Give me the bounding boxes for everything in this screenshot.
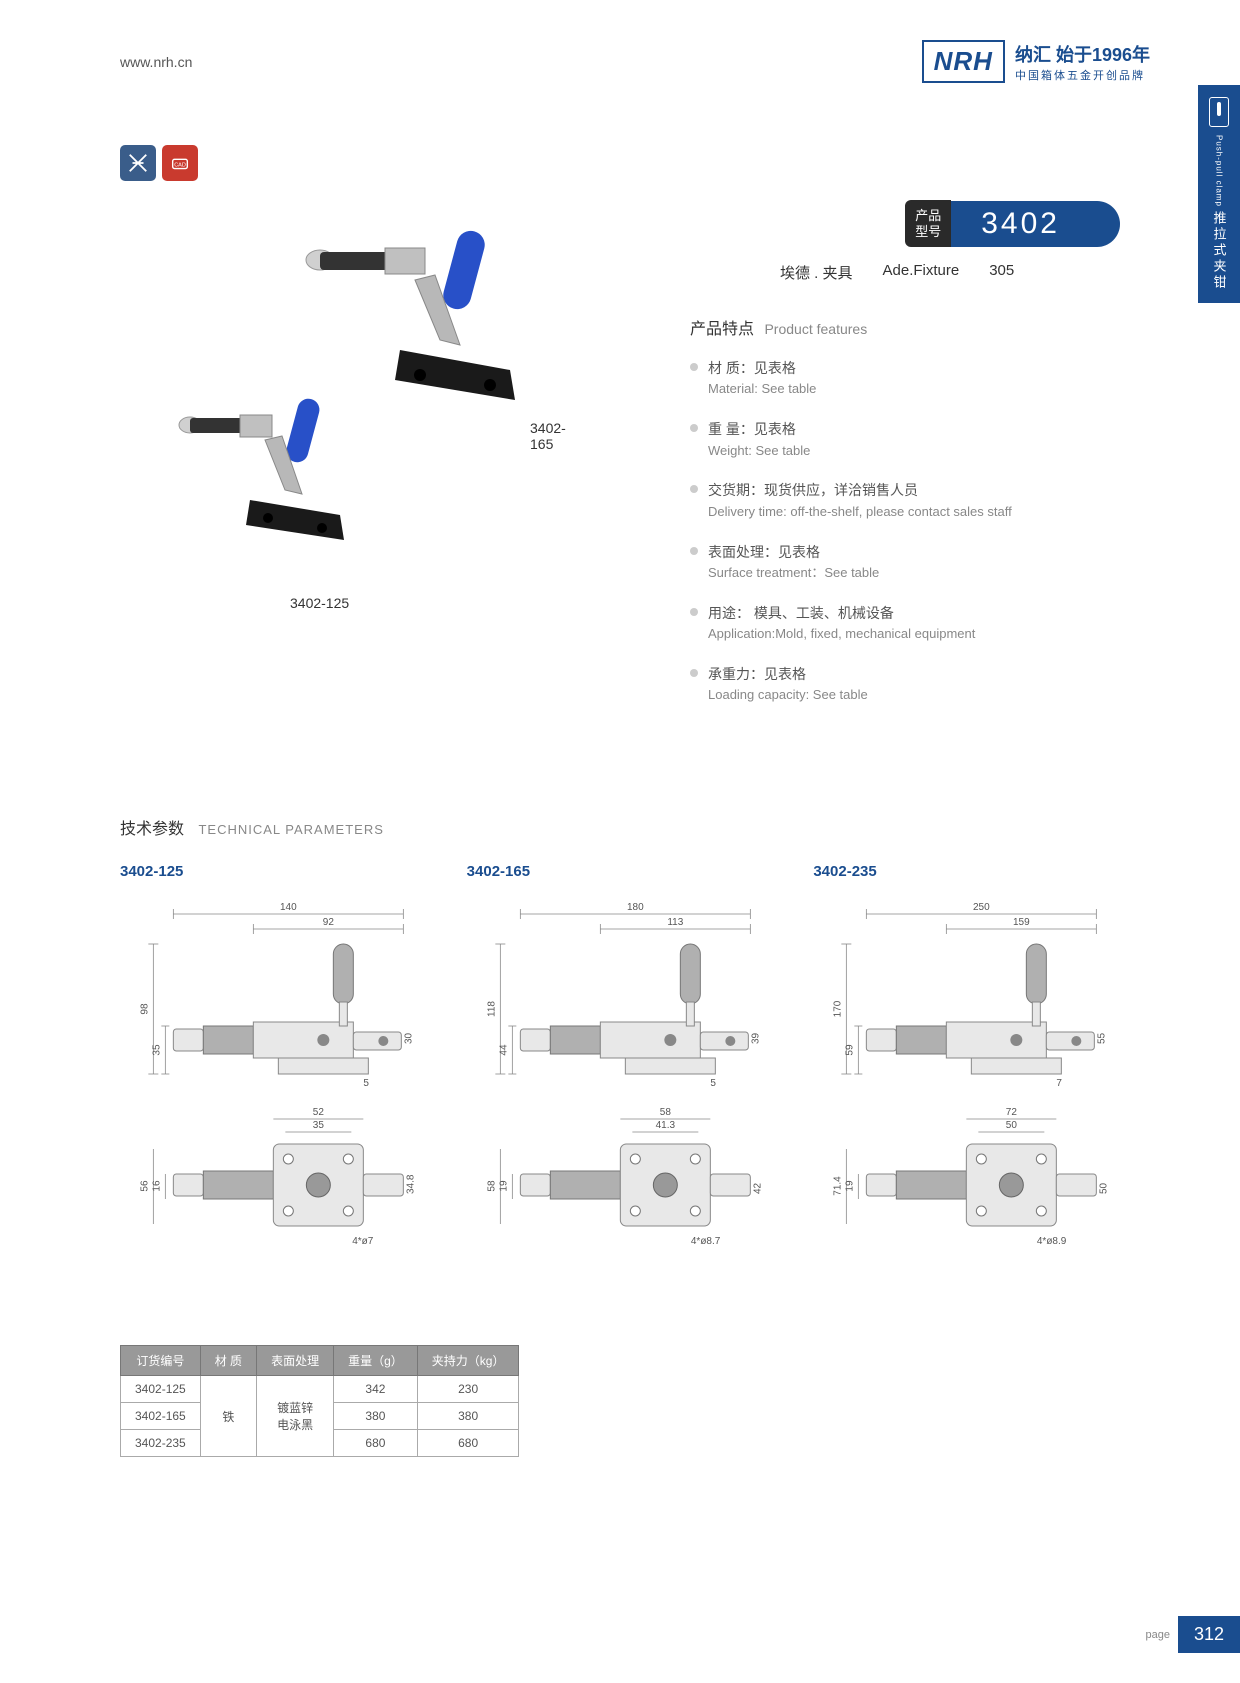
technical-drawing: 180 113 118 44 39 5 58 41.3 58	[467, 894, 774, 1294]
svg-text:98: 98	[139, 1003, 150, 1015]
page-number: page 312	[1145, 1616, 1240, 1653]
svg-text:19: 19	[845, 1180, 856, 1192]
model-sub-cn: 埃德 . 夹具	[780, 262, 853, 283]
category-en: Push-pull clamp	[1215, 135, 1224, 207]
spec-table: 订货编号材 质表面处理重量（g）夹持力（kg） 3402-125铁镀蓝锌电泳黑3…	[120, 1345, 519, 1457]
feature-item: 材 质：见表格Material: See table	[690, 357, 1130, 400]
svg-text:140: 140	[280, 902, 297, 913]
logo-text: 纳汇 始于1996年 中国箱体五金开创品牌	[1015, 41, 1150, 83]
tech-model-name: 3402-235	[813, 863, 1120, 880]
svg-text:71.4: 71.4	[833, 1176, 844, 1196]
svg-text:4*ø8.9: 4*ø8.9	[1037, 1236, 1067, 1247]
model-sub-num: 305	[989, 262, 1014, 283]
svg-text:56: 56	[139, 1180, 150, 1192]
svg-text:39: 39	[750, 1032, 761, 1044]
category-side-tab: Push-pull clamp 推拉式夹钳	[1198, 85, 1240, 303]
feature-item: 用途： 模具、工装、机械设备Application:Mold, fixed, m…	[690, 602, 1130, 645]
svg-text:5: 5	[363, 1078, 369, 1089]
logo-mark: NRH	[922, 40, 1005, 83]
svg-text:52: 52	[313, 1107, 325, 1118]
tech-model-name: 3402-165	[467, 863, 774, 880]
svg-text:55: 55	[1097, 1032, 1108, 1044]
svg-text:58: 58	[659, 1107, 671, 1118]
product-label-125: 3402-125	[290, 595, 349, 611]
svg-text:CAD: CAD	[174, 163, 186, 169]
svg-text:44: 44	[498, 1044, 509, 1056]
svg-text:5: 5	[710, 1078, 716, 1089]
tools-icon[interactable]	[120, 145, 156, 181]
model-subtitle: 埃德 . 夹具 Ade.Fixture 305	[780, 262, 1120, 283]
tech-model-column: 3402-125 140 92 98 35 30 5	[120, 863, 427, 1299]
product-label-165: 3402-165	[530, 420, 570, 452]
svg-text:35: 35	[151, 1044, 162, 1056]
svg-text:180: 180	[627, 902, 644, 913]
svg-text:50: 50	[1099, 1182, 1110, 1194]
technical-drawing: 140 92 98 35 30 5 52 35 56	[120, 894, 427, 1294]
svg-text:92: 92	[323, 917, 335, 928]
svg-text:250: 250	[973, 902, 990, 913]
tech-model-name: 3402-125	[120, 863, 427, 880]
model-label: 产品 型号	[905, 200, 951, 247]
svg-text:159: 159	[1013, 917, 1030, 928]
svg-text:41.3: 41.3	[655, 1120, 675, 1131]
product-image-125	[150, 370, 370, 570]
model-sub-en: Ade.Fixture	[883, 262, 960, 283]
svg-text:7: 7	[1057, 1078, 1063, 1089]
model-header: 产品 型号 3402	[905, 200, 1120, 247]
cad-icon[interactable]: CAD	[162, 145, 198, 181]
product-features: 产品特点 Product features 材 质：见表格Material: S…	[690, 315, 1130, 724]
svg-text:16: 16	[151, 1180, 162, 1192]
feature-item: 重 量：见表格Weight: See table	[690, 418, 1130, 461]
features-title: 产品特点 Product features	[690, 315, 1130, 339]
svg-text:4*ø7: 4*ø7	[352, 1236, 374, 1247]
svg-text:19: 19	[498, 1180, 509, 1192]
svg-text:34.8: 34.8	[405, 1174, 416, 1194]
tech-model-column: 3402-165 180 113 118 44 39	[467, 863, 774, 1299]
feature-item: 交货期：现货供应，详洽销售人员Delivery time: off-the-sh…	[690, 479, 1130, 522]
category-cn: 推拉式夹钳	[1210, 211, 1229, 291]
technical-drawing: 250 159 170 59 55 7 72 50 71.4	[813, 894, 1120, 1294]
table-row: 3402-125铁镀蓝锌电泳黑342230	[121, 1376, 519, 1403]
clamp-icon	[1209, 97, 1229, 127]
logo-sub: 中国箱体五金开创品牌	[1015, 67, 1150, 83]
feature-item: 承重力：见表格Loading capacity: See table	[690, 663, 1130, 706]
svg-text:35: 35	[313, 1120, 325, 1131]
svg-text:58: 58	[486, 1180, 497, 1192]
logo-block: NRH 纳汇 始于1996年 中国箱体五金开创品牌	[922, 40, 1150, 83]
svg-text:30: 30	[403, 1032, 414, 1044]
svg-text:118: 118	[486, 1001, 497, 1017]
svg-text:42: 42	[752, 1182, 763, 1194]
tech-model-column: 3402-235 250 159 170 59 55	[813, 863, 1120, 1299]
svg-text:59: 59	[845, 1044, 856, 1056]
product-photo-area: 3402-165 3402-125	[150, 200, 570, 620]
svg-text:4*ø8.7: 4*ø8.7	[691, 1236, 721, 1247]
svg-text:170: 170	[833, 1000, 844, 1017]
svg-text:113: 113	[667, 917, 683, 928]
page-header: www.nrh.cn NRH 纳汇 始于1996年 中国箱体五金开创品牌	[0, 0, 1240, 103]
tech-title: 技术参数 TECHNICAL PARAMETERS	[120, 815, 1120, 839]
action-badges: CAD	[120, 145, 198, 181]
logo-cn: 纳汇 始于1996年	[1015, 41, 1150, 67]
model-number: 3402	[951, 201, 1120, 247]
svg-text:72: 72	[1006, 1107, 1018, 1118]
website-url: www.nrh.cn	[120, 54, 192, 70]
page-value: 312	[1178, 1616, 1240, 1653]
page-label: page	[1145, 1629, 1169, 1641]
technical-parameters: 技术参数 TECHNICAL PARAMETERS 3402-125 140 9…	[120, 815, 1120, 1299]
svg-text:50: 50	[1006, 1120, 1018, 1131]
feature-item: 表面处理：见表格Surface treatment：See table	[690, 541, 1130, 584]
